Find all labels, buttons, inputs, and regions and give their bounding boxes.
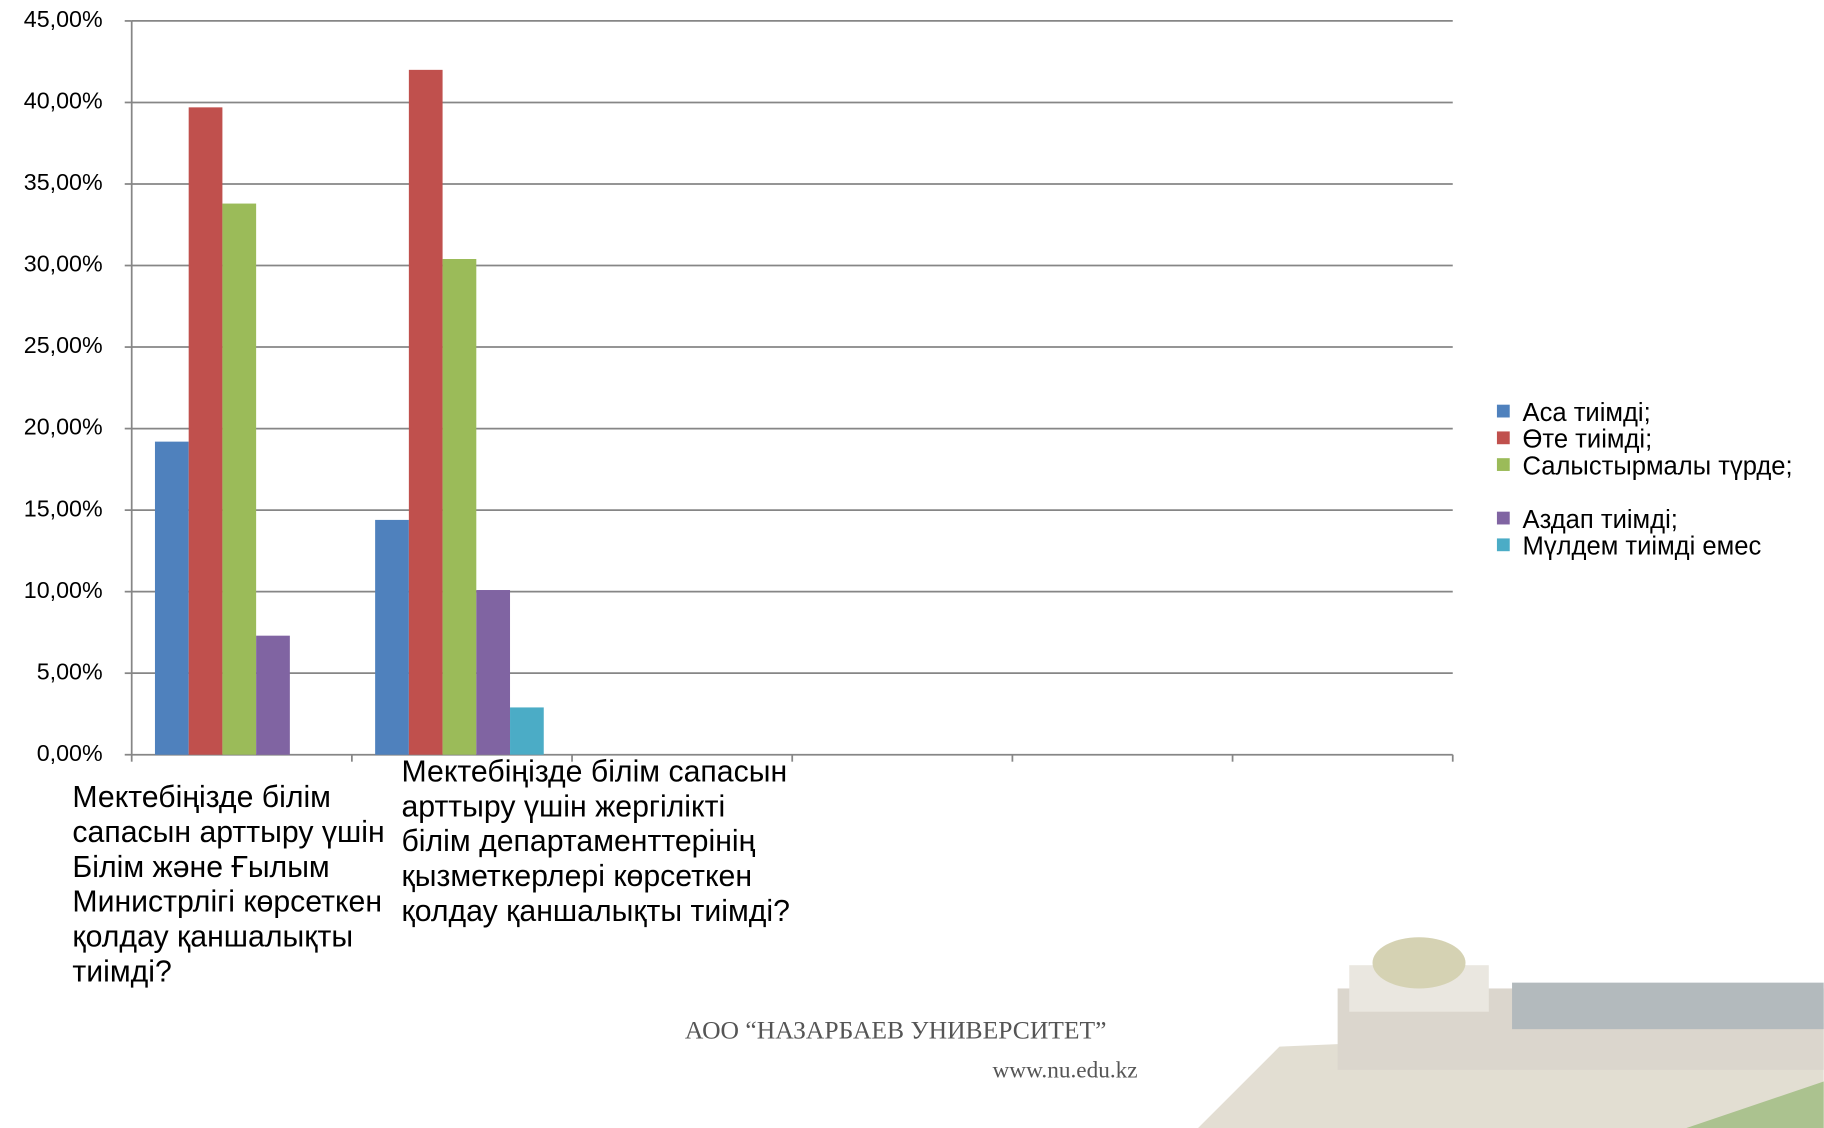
y-tick-label: 15,00%: [24, 495, 103, 521]
y-tick-label: 25,00%: [24, 332, 103, 358]
legend-label: Өте тиімді;: [1522, 425, 1653, 454]
y-tick-label: 45,00%: [24, 6, 103, 32]
y-tick-label: 10,00%: [24, 577, 103, 603]
bar: [154, 441, 189, 755]
legend-label-box: Аздап тиімді;: [1522, 505, 1678, 534]
legend-label-box: Өте тиімді;: [1522, 425, 1653, 454]
bar: [408, 69, 443, 755]
y-tick-label: 30,00%: [24, 251, 103, 277]
legend-label: Мүлдем тиімді емес: [1522, 532, 1762, 561]
legend-label: Аса тиімді;: [1522, 398, 1651, 427]
footer-org: АОО “НАЗАРБАЕВ УНИВЕРСИТЕТ”: [685, 1016, 1107, 1045]
bar: [256, 635, 290, 755]
bar: [476, 590, 511, 755]
legend-swatch: [1496, 458, 1510, 471]
bar: [188, 107, 223, 755]
bar: [510, 707, 544, 755]
x-tick-label: Мектебіңізде білім сапасын арттыру үшін …: [72, 779, 385, 989]
building-illustration: [1198, 937, 1824, 1128]
legend-swatch: [1496, 431, 1510, 445]
legend-label-box: Аса тиімді;: [1522, 398, 1651, 427]
y-tick-label: 40,00%: [24, 88, 103, 114]
x-tick-label: Мектебіңізде білім сапасын арттыру үшін …: [401, 753, 790, 928]
legend-label: Салыстырмалы түрде;: [1522, 452, 1793, 481]
y-tick-label: 5,00%: [37, 658, 103, 684]
bar: [442, 259, 477, 755]
x-tick-label-box: Мектебіңізде білім сапасын арттыру үшін …: [401, 753, 790, 928]
footer-url: www.nu.edu.kz: [993, 1058, 1138, 1084]
bar: [375, 519, 409, 755]
legend-label: Аздап тиімді;: [1522, 505, 1678, 534]
y-tick-label: 0,00%: [37, 740, 103, 766]
legend-swatch: [1496, 404, 1510, 418]
legend-swatch: [1496, 511, 1510, 525]
x-tick-label-box: Мектебіңізде білім сапасын арттыру үшін …: [72, 779, 385, 989]
legend-swatch: [1496, 538, 1510, 552]
legend-label-box: Салыстырмалы түрде;: [1522, 452, 1793, 481]
bar: [222, 203, 257, 755]
legend-label-box: Мүлдем тиімді емес: [1522, 532, 1762, 561]
y-tick-label: 35,00%: [24, 169, 103, 195]
y-tick-label: 20,00%: [24, 414, 103, 440]
